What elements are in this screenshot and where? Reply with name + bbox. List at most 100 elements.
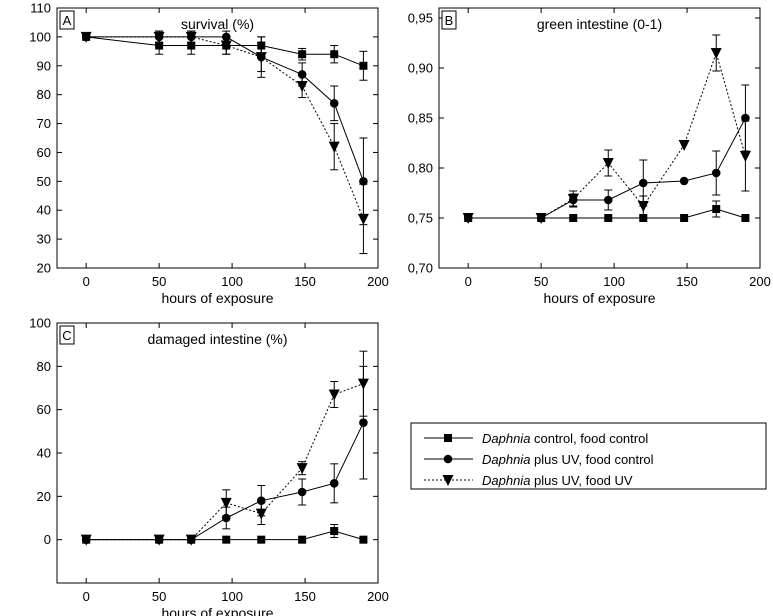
data-point — [637, 201, 649, 212]
y-tick-label: 80 — [37, 87, 51, 102]
x-tick-label: 100 — [221, 274, 243, 289]
chart-title: green intestine (0-1) — [537, 16, 662, 32]
x-tick-label: 0 — [83, 274, 90, 289]
data-point — [220, 40, 232, 52]
series-line — [468, 117, 746, 219]
series-line — [468, 51, 746, 219]
data-point — [569, 214, 578, 222]
data-point — [185, 31, 197, 43]
x-tick-label: 200 — [367, 274, 389, 289]
y-tick-label: 70 — [37, 116, 51, 131]
series-uv_food_control — [81, 365, 368, 544]
series-uv_food_uv — [80, 30, 369, 255]
y-tick-label: 50 — [37, 174, 51, 189]
series-line — [86, 383, 364, 541]
data-point — [639, 214, 648, 222]
series-uv_food_control — [81, 30, 368, 226]
data-point — [328, 141, 340, 153]
panel-C: 0 50 100 150 200 0 20 40 60 80 100 C damaged intesti… — [29, 316, 389, 616]
legend-label: Daphnia control, food control — [482, 431, 648, 446]
x-tick-label: 200 — [749, 274, 771, 289]
data-point — [535, 213, 547, 224]
data-point — [567, 194, 579, 205]
data-point — [328, 389, 340, 401]
data-point — [679, 176, 689, 186]
y-tick-label: 20 — [37, 489, 51, 504]
x-tick-label: 50 — [152, 274, 166, 289]
y-tick-label: 110 — [30, 1, 51, 16]
y-tick-label: 0,90 — [408, 61, 433, 76]
data-point — [462, 213, 474, 224]
data-point — [330, 527, 339, 535]
data-point — [155, 41, 164, 50]
series-control — [82, 524, 368, 544]
panel-letter-box — [59, 325, 75, 345]
data-point — [298, 535, 307, 544]
y-tick-label: 30 — [37, 232, 51, 247]
panel-letter: B — [445, 13, 454, 28]
legend-item-uv_food_control: Daphnia plus UV, food control — [424, 452, 654, 467]
data-point — [359, 177, 368, 186]
data-point — [80, 31, 92, 43]
panel-letter-box — [441, 10, 457, 30]
y-tick-label: 0,75 — [408, 211, 433, 226]
y-tick-label: 100 — [29, 29, 51, 44]
data-point — [357, 213, 369, 225]
data-point — [602, 158, 614, 169]
x-tick-label: 50 — [152, 589, 166, 604]
legend-box — [410, 422, 767, 490]
x-tick-label: 50 — [534, 274, 548, 289]
chart-title: damaged intestine (%) — [147, 331, 287, 347]
data-point — [329, 99, 339, 108]
series-line — [86, 36, 364, 220]
legend-label-rest: control, food control — [530, 431, 648, 446]
legend-label-italic: Daphnia — [482, 473, 530, 488]
legend-label-rest: plus UV, food control — [530, 452, 653, 467]
data-point — [359, 61, 368, 70]
data-point — [222, 535, 231, 544]
y-tick-label: 0,70 — [408, 261, 433, 276]
x-tick-label: 150 — [294, 274, 316, 289]
data-point — [741, 113, 750, 123]
legend-marker — [442, 475, 454, 486]
x-axis-label: hours of exposure — [161, 605, 273, 616]
data-point — [255, 508, 267, 520]
y-tick-label: 0 — [44, 532, 51, 547]
data-point — [329, 479, 339, 488]
data-point — [357, 378, 369, 390]
x-tick-label: 200 — [367, 589, 389, 604]
data-point — [359, 535, 368, 544]
series-line — [86, 36, 364, 67]
panel-A: 0 50 100 150 200 20 30 40 50 60 70 80 90 100 110 A survi… — [29, 1, 389, 307]
x-axis-label: hours of exposure — [161, 290, 273, 306]
series-line — [468, 208, 746, 219]
data-point — [257, 535, 266, 544]
y-tick-label: 0,85 — [408, 111, 433, 126]
data-point — [298, 50, 307, 59]
data-point — [359, 418, 368, 427]
legend-label-rest: plus UV, food UV — [530, 473, 632, 488]
legend-label: Daphnia plus UV, food control — [482, 452, 654, 467]
x-tick-label: 0 — [83, 589, 90, 604]
plot-frame — [56, 322, 379, 584]
data-point — [741, 214, 750, 222]
series-uv_food_control — [463, 84, 750, 223]
data-point — [739, 151, 751, 162]
data-point — [603, 195, 613, 205]
data-point — [638, 178, 648, 188]
data-point — [604, 214, 613, 222]
plot-frame — [56, 7, 379, 269]
panel-letter: C — [62, 328, 71, 343]
legend-marker — [444, 434, 452, 442]
x-tick-label: 100 — [603, 274, 625, 289]
data-point — [80, 534, 92, 546]
data-point — [296, 81, 308, 92]
data-point — [185, 534, 197, 546]
series-line — [86, 422, 364, 541]
series-line — [86, 36, 364, 182]
data-point — [710, 48, 722, 59]
data-point — [712, 205, 721, 213]
y-tick-label: 0,95 — [408, 11, 433, 26]
